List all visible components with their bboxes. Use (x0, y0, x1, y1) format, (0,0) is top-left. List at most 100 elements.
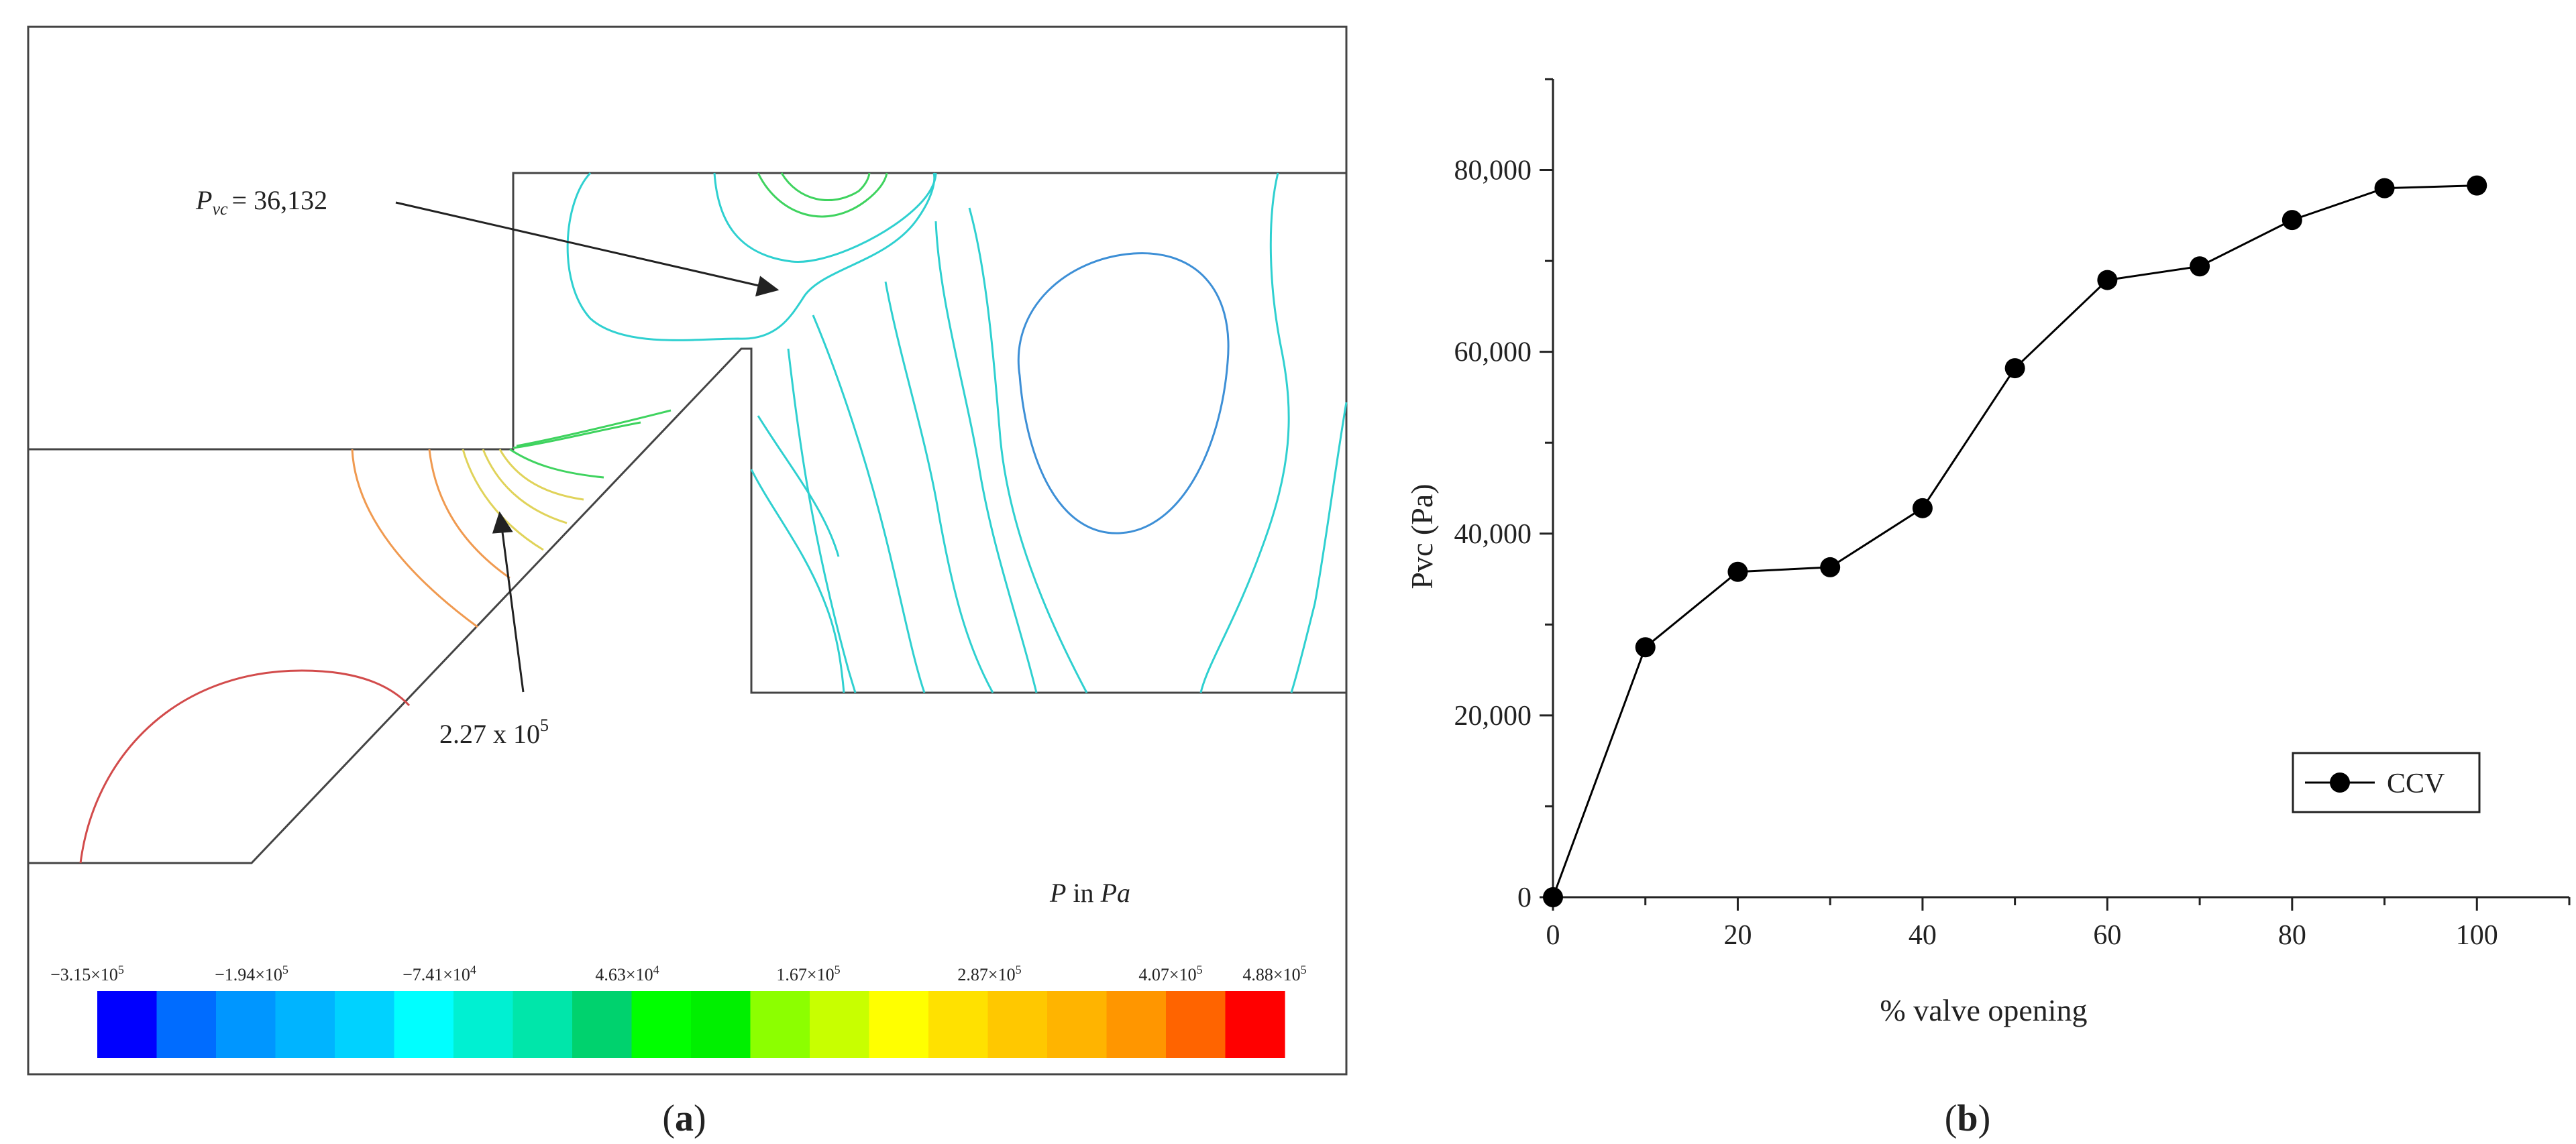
colorbar-segment (928, 991, 989, 1058)
colorbar-segment (216, 991, 276, 1058)
data-point (2282, 210, 2302, 231)
colorbar-tick-label: 4.07×105 (1138, 963, 1202, 984)
colorbar-segment (572, 991, 633, 1058)
data-point (2097, 270, 2118, 290)
colorbar-tick-label: 1.67×105 (776, 963, 840, 984)
contour-line (428, 449, 511, 579)
contour-line (750, 469, 845, 693)
contour-line (509, 448, 604, 479)
pvc-annotation: Pvc = 36,132 (195, 185, 327, 219)
colorbar-tick-label: −7.41×104 (402, 963, 476, 984)
data-point (2190, 256, 2210, 277)
y-tick-label: 20,000 (1454, 701, 1532, 732)
data-point (2467, 175, 2487, 196)
contour-line (1290, 402, 1348, 693)
contour-line (787, 348, 857, 693)
chart-axes: 0 20 40 60 80 100 0 20,000 40,000 60,000 80,000 (1454, 78, 2571, 951)
contour-line (968, 207, 1088, 693)
colorbar-tick-label: 2.87×105 (957, 963, 1021, 984)
colorbar-segment (453, 991, 514, 1058)
panel-b-label: (b) (1945, 1098, 1990, 1139)
colorbar-tick-label: 4.63×104 (595, 963, 659, 984)
colorbar-segment (513, 991, 573, 1058)
panel-a-label: (a) (662, 1098, 706, 1139)
max-arrow-head (492, 511, 513, 534)
colorbar-segment (691, 991, 751, 1058)
contour-line (757, 415, 840, 557)
contour-line (812, 314, 926, 693)
contour-line (1017, 252, 1230, 534)
colorbar-segment (869, 991, 929, 1058)
colorbar-segment (97, 991, 158, 1058)
max-pressure-annotation: 2.27 x 105 (439, 716, 549, 749)
pvc-arrow-line (395, 201, 765, 288)
units-label: P in Pa (1049, 878, 1130, 908)
y-axis-title: Pvc (Pa) (1405, 483, 1439, 589)
colorbar-segment (156, 991, 217, 1058)
contour-line (498, 449, 584, 501)
y-tick-label: 0 (1517, 882, 1532, 913)
x-tick-label: 20 (1723, 920, 1752, 951)
contour-line (566, 172, 936, 341)
contour-line (351, 449, 478, 628)
contour-line (1199, 172, 1290, 693)
x-tick-label: 100 (2456, 920, 2498, 951)
y-tick-label: 60,000 (1454, 337, 1532, 368)
colorbar-labels: −3.15×105 −1.94×105 −7.41×104 4.63×104 1.67×… (50, 963, 1307, 984)
pvc-arrow-head (755, 276, 780, 297)
contour-line (713, 172, 937, 264)
colorbar (97, 991, 1285, 1058)
data-point (1820, 557, 1841, 577)
valve-geometry (28, 172, 1346, 864)
data-point (1727, 561, 1748, 582)
contour-line (884, 281, 994, 693)
contour-line (482, 449, 568, 524)
geometry-lower-wall (28, 347, 1346, 864)
colorbar-tick-label: −3.15×105 (50, 963, 124, 984)
legend-marker (2330, 773, 2350, 793)
x-tick-label: 0 (1546, 920, 1560, 951)
contour-line (757, 172, 888, 218)
colorbar-segment (631, 991, 692, 1058)
panel-b: 0 20 40 60 80 100 0 20,000 40,000 60,000 80,000 % … (1405, 78, 2571, 1139)
x-tick-label: 40 (1909, 920, 1937, 951)
x-axis-title: % valve opening (1880, 993, 2087, 1027)
colorbar-segment (810, 991, 870, 1058)
colorbar-segment (750, 991, 810, 1058)
data-point (1543, 887, 1563, 907)
colorbar-tick-label: 4.88×105 (1242, 963, 1306, 984)
contour-line (780, 172, 871, 201)
data-point (2374, 178, 2395, 198)
x-tick-label: 80 (2278, 920, 2306, 951)
panel-a-frame (27, 25, 1348, 1076)
y-tick-label: 40,000 (1454, 519, 1532, 550)
colorbar-segment (335, 991, 395, 1058)
colorbar-segment (987, 991, 1048, 1058)
annotation-arrows (395, 201, 780, 693)
x-tick-label: 60 (2093, 920, 2121, 951)
pressure-contours (79, 172, 1348, 864)
contour-line (79, 669, 411, 864)
data-point (1912, 498, 1933, 518)
contour-line (513, 421, 641, 449)
chart-series (1543, 175, 2487, 907)
y-tick-label: 80,000 (1454, 156, 1532, 186)
contour-line (516, 409, 672, 447)
colorbar-segment (1225, 991, 1285, 1058)
contour-line (934, 221, 1038, 693)
colorbar-segment (275, 991, 335, 1058)
colorbar-segment (1047, 991, 1108, 1058)
data-point (1635, 637, 1656, 658)
colorbar-tick-label: −1.94×105 (215, 963, 288, 984)
panel-a: Pvc = 36,132 2.27 x 105 P in Pa −3.15×105… (27, 25, 1348, 1139)
geometry-upper-wall (28, 172, 1346, 451)
legend-label: CCV (2387, 768, 2445, 799)
colorbar-segment (1106, 991, 1167, 1058)
max-arrow-line (500, 526, 525, 693)
contour-line (462, 449, 544, 551)
colorbar-segment (394, 991, 454, 1058)
chart-legend: CCV (2292, 752, 2481, 813)
colorbar-segment (1166, 991, 1226, 1058)
data-point (2004, 358, 2025, 379)
